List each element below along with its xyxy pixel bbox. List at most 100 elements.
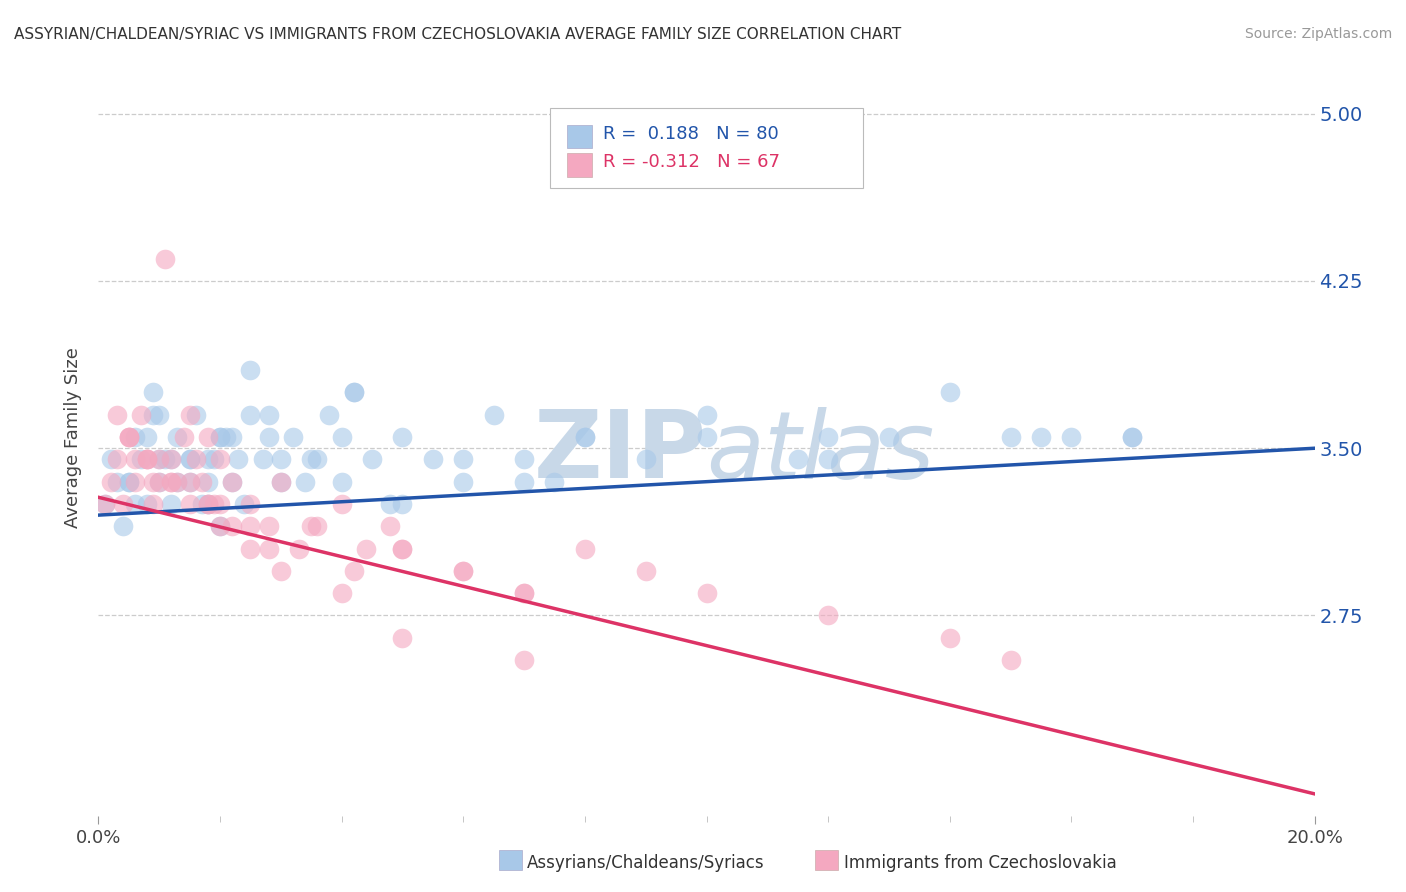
Point xyxy=(939,631,962,645)
Point xyxy=(233,497,256,511)
Point xyxy=(197,497,219,511)
Point xyxy=(696,430,718,444)
Point xyxy=(307,452,329,467)
Point xyxy=(574,541,596,556)
Point xyxy=(817,608,839,623)
Point xyxy=(239,497,262,511)
Point xyxy=(93,497,115,511)
Point xyxy=(136,430,159,444)
Point xyxy=(354,541,377,556)
Point xyxy=(239,408,262,422)
Point xyxy=(142,408,165,422)
Point xyxy=(453,564,475,578)
Point xyxy=(191,497,214,511)
Point xyxy=(221,475,243,489)
Point xyxy=(160,475,183,489)
Point xyxy=(634,452,657,467)
Point xyxy=(148,475,170,489)
Point xyxy=(257,519,280,533)
Point xyxy=(160,452,183,467)
Point xyxy=(124,452,146,467)
Point xyxy=(786,452,808,467)
Point xyxy=(453,475,475,489)
Point xyxy=(209,519,232,533)
Point xyxy=(1121,430,1143,444)
Text: ASSYRIAN/CHALDEAN/SYRIAC VS IMMIGRANTS FROM CZECHOSLOVAKIA AVERAGE FAMILY SIZE C: ASSYRIAN/CHALDEAN/SYRIAC VS IMMIGRANTS F… xyxy=(14,27,901,42)
Point xyxy=(257,430,280,444)
Point xyxy=(209,497,232,511)
Point xyxy=(179,475,201,489)
Point xyxy=(148,408,170,422)
Point xyxy=(118,430,141,444)
Point xyxy=(179,452,201,467)
Point xyxy=(343,564,366,578)
Point xyxy=(105,475,128,489)
Point xyxy=(209,519,232,533)
Point xyxy=(422,452,444,467)
Point xyxy=(118,430,141,444)
Point xyxy=(221,430,243,444)
Point xyxy=(111,497,134,511)
Point xyxy=(124,475,146,489)
Point xyxy=(155,252,177,266)
Point xyxy=(239,363,262,377)
Point xyxy=(318,408,340,422)
Text: Assyrians/Chaldeans/Syriacs: Assyrians/Chaldeans/Syriacs xyxy=(527,854,765,871)
Point xyxy=(391,541,413,556)
Point xyxy=(209,452,232,467)
Point xyxy=(142,475,165,489)
Point xyxy=(166,475,188,489)
Text: Source: ZipAtlas.com: Source: ZipAtlas.com xyxy=(1244,27,1392,41)
Point xyxy=(294,475,316,489)
Point xyxy=(343,385,366,400)
Point xyxy=(543,475,565,489)
Point xyxy=(330,430,353,444)
Point xyxy=(160,475,183,489)
Point xyxy=(197,475,219,489)
Point xyxy=(330,475,353,489)
Point xyxy=(1000,430,1022,444)
Point xyxy=(877,430,900,444)
Point xyxy=(817,452,839,467)
Point xyxy=(574,430,596,444)
Text: R =  0.188   N = 80: R = 0.188 N = 80 xyxy=(603,125,779,143)
Text: Immigrants from Czechoslovakia: Immigrants from Czechoslovakia xyxy=(844,854,1116,871)
Point xyxy=(307,519,329,533)
Point xyxy=(299,452,322,467)
Point xyxy=(142,385,165,400)
Point xyxy=(197,497,219,511)
Point xyxy=(105,452,128,467)
Text: atlas: atlas xyxy=(707,407,935,498)
Point xyxy=(124,497,146,511)
Point xyxy=(173,430,195,444)
Point xyxy=(118,430,141,444)
Point xyxy=(179,452,201,467)
Point xyxy=(179,408,201,422)
Point xyxy=(160,497,183,511)
Point xyxy=(179,475,201,489)
Point xyxy=(93,497,115,511)
Point xyxy=(939,385,962,400)
Point xyxy=(136,452,159,467)
Y-axis label: Average Family Size: Average Family Size xyxy=(65,347,83,527)
Point xyxy=(696,586,718,600)
Point xyxy=(148,475,170,489)
Point xyxy=(197,430,219,444)
Point xyxy=(184,452,207,467)
Point xyxy=(202,497,225,511)
Point xyxy=(148,452,170,467)
Point xyxy=(221,475,243,489)
Point xyxy=(118,475,141,489)
Point xyxy=(574,430,596,444)
Point xyxy=(136,497,159,511)
Point xyxy=(299,519,322,533)
Point xyxy=(817,430,839,444)
Point xyxy=(160,452,183,467)
Point xyxy=(634,564,657,578)
Point xyxy=(197,452,219,467)
Point xyxy=(513,586,536,600)
Point xyxy=(1000,653,1022,667)
Point xyxy=(257,541,280,556)
Point xyxy=(482,408,505,422)
Point xyxy=(1029,430,1052,444)
